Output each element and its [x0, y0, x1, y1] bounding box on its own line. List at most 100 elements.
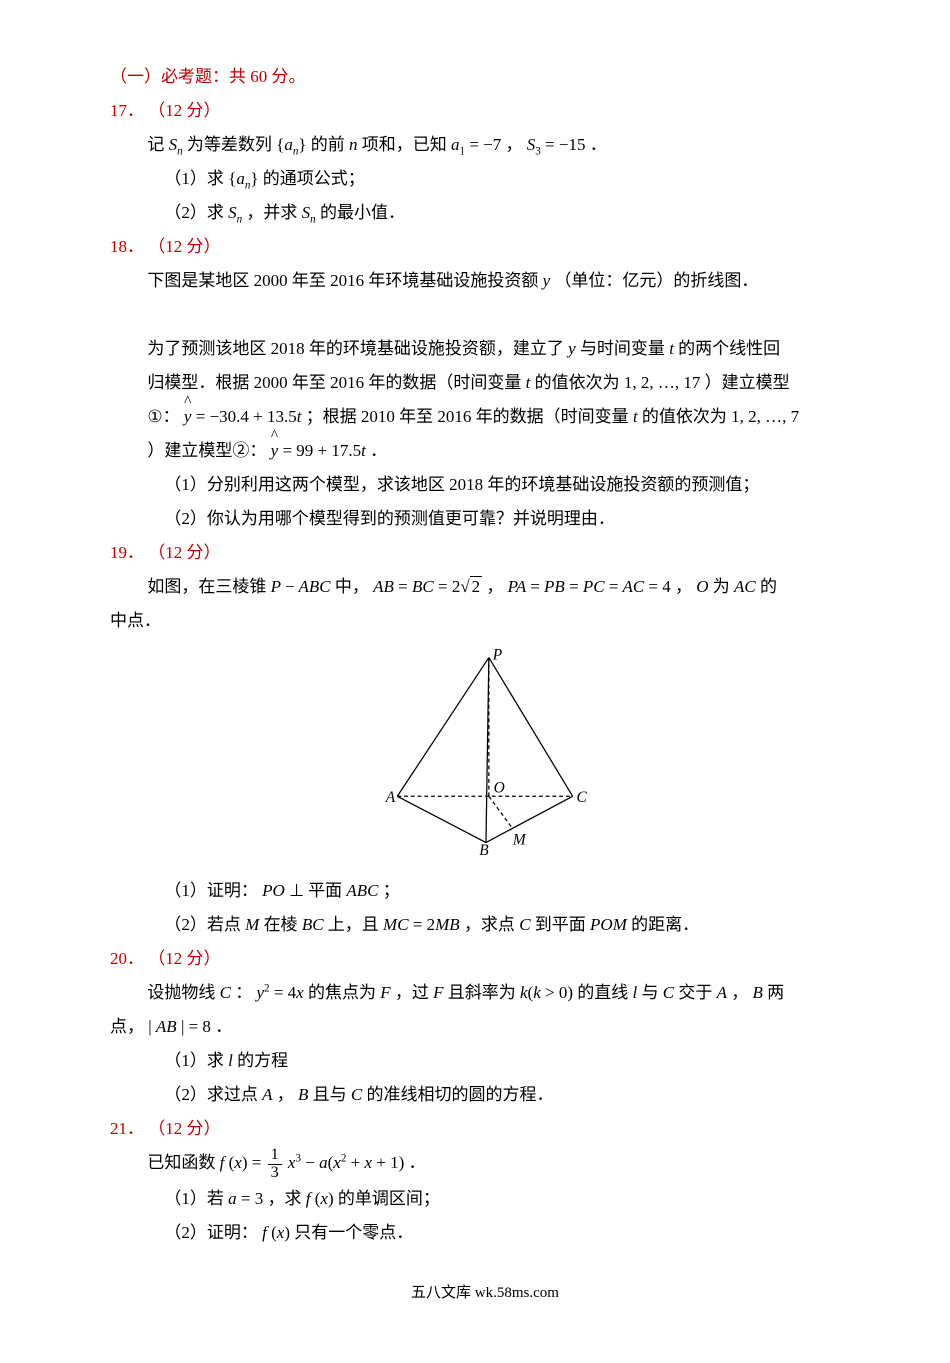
- q19-stem-line2: 中点．: [110, 604, 860, 638]
- q21-stem: 已知函数 f (x) = 1 3 x3 − a(x2 + x + 1) ．: [110, 1146, 860, 1182]
- t: ，求点: [464, 915, 519, 934]
- label: （1）求: [164, 169, 228, 188]
- tetrahedron-diagram: P A C B O M: [380, 646, 590, 856]
- q21-part1: （1）若 a = 3 ，求 f (x) 的单调区间；: [110, 1182, 860, 1216]
- t: ，: [277, 1085, 294, 1104]
- q17-points: （12 分）: [148, 101, 220, 120]
- seq-an: {an}: [276, 135, 306, 154]
- label-b: B: [479, 842, 489, 856]
- q18-stem1: 下图是某地区 2000 年至 2016 年环境基础设施投资额 y （单位：亿元）…: [110, 264, 860, 298]
- q18-num: 18．: [110, 237, 144, 256]
- q18-part1: （1）分别利用这两个模型，求该地区 2018 年的环境基础设施投资额的预测值；: [110, 468, 860, 502]
- q18-para-c: ①： y = −30.4 + 13.5t ；根据 2010 年至 2016 年的…: [110, 400, 860, 434]
- t: ，: [675, 577, 692, 596]
- t: 的值依次为: [642, 407, 727, 426]
- sn1: Sn: [228, 203, 242, 222]
- txt: 的前: [311, 135, 349, 154]
- edge-bc: [486, 796, 573, 842]
- t: 上，且: [328, 915, 383, 934]
- mid: ，并求: [246, 203, 301, 222]
- q19-heading: 19． （12 分）: [110, 536, 860, 570]
- c2: C: [663, 983, 674, 1002]
- a-pt: A: [717, 983, 727, 1002]
- q20-part2: （2）求过点 A ， B 且与 C 的准线相切的圆的方程．: [110, 1078, 860, 1112]
- t: 与时间变量: [580, 339, 669, 358]
- q19-points: （12 分）: [148, 543, 220, 562]
- t: 点，: [110, 1017, 144, 1036]
- t: ，求: [267, 1189, 305, 1208]
- b-pt: B: [752, 983, 762, 1002]
- t: ．: [215, 1017, 232, 1036]
- t: 的值依次为: [535, 373, 620, 392]
- q21-heading: 21． （12 分）: [110, 1112, 860, 1146]
- q19-part1: （1）证明： PO ⊥ 平面 ABC ；: [110, 874, 860, 908]
- txt: 为等差数列: [187, 135, 276, 154]
- bc: BC: [302, 915, 324, 934]
- q19-part2: （2）若点 M 在棱 BC 上，且 MC = 2MB ，求点 C 到平面 POM…: [110, 908, 860, 942]
- f: F: [380, 983, 390, 1002]
- section-heading: （一）必考题：共 60 分。: [110, 60, 860, 94]
- page-footer: 五八文库 wk.58ms.com: [110, 1278, 860, 1308]
- mc-eq: MC = 2MB: [383, 915, 460, 934]
- footer-text: 五八文库 wk.58ms.com: [411, 1285, 559, 1301]
- q21-part2: （2）证明： f (x) 只有一个零点．: [110, 1216, 860, 1250]
- t: （单位：亿元）的折线图．: [554, 271, 758, 290]
- t: 的方程: [237, 1051, 288, 1070]
- t: 如图，在三棱锥: [147, 577, 270, 596]
- y: y: [543, 271, 551, 290]
- t: 只有一个零点．: [294, 1223, 413, 1242]
- t-var: t: [669, 339, 674, 358]
- l: l: [633, 983, 638, 1002]
- t: ，: [731, 983, 748, 1002]
- c: C: [220, 983, 231, 1002]
- label-a: A: [385, 789, 396, 806]
- t: 的焦点为: [308, 983, 380, 1002]
- q20-num: 20．: [110, 949, 144, 968]
- txt: 记: [147, 135, 168, 154]
- q18-para-a: 为了预测该地区 2018 年的环境基础设施投资额，建立了 y 与时间变量 t 的…: [110, 332, 860, 366]
- edge-ab: [397, 796, 486, 842]
- two-root-two: 2√2: [452, 570, 482, 604]
- one-third: 1 3: [268, 1147, 282, 1182]
- ab-bc: AB = BC =: [373, 577, 452, 596]
- t: （1）证明：: [164, 881, 258, 900]
- q18-para-d: ）建立模型②： y = 99 + 17.5t ．: [110, 434, 860, 468]
- t: 设抛物线: [147, 983, 219, 1002]
- o: O: [696, 577, 708, 596]
- sn2: Sn: [302, 203, 316, 222]
- edge-pc: [489, 658, 573, 797]
- t-var: t: [526, 373, 531, 392]
- t: ；根据 2010 年至 2016 年的数据（时间变量: [306, 407, 633, 426]
- model2: y = 99 + 17.5t: [271, 441, 366, 460]
- t: 到平面: [535, 915, 590, 934]
- model1: y = −30.4 + 13.5t: [184, 407, 302, 426]
- n: n: [349, 135, 358, 154]
- label-c: C: [577, 789, 588, 806]
- q17-num: 17．: [110, 101, 144, 120]
- t: 与: [641, 983, 662, 1002]
- q20-stem-line2: 点， | AB | = 8 ．: [110, 1010, 860, 1044]
- fx: f (x): [262, 1223, 290, 1242]
- abc: ABC: [346, 881, 378, 900]
- t: （1）求: [164, 1051, 228, 1070]
- a-eq: a = 3: [228, 1189, 263, 1208]
- blank-line: [110, 298, 860, 332]
- t: 的准线相切的圆的方程．: [367, 1085, 554, 1104]
- q20-heading: 20． （12 分）: [110, 942, 860, 976]
- c-pt: C: [519, 915, 530, 934]
- b: B: [298, 1085, 308, 1104]
- txt: 项和，已知: [362, 135, 451, 154]
- tail: 的最小值．: [320, 203, 405, 222]
- t: 已知函数: [147, 1153, 219, 1172]
- t: 下图是某地区 2000 年至 2016 年环境基础设施投资额: [147, 271, 542, 290]
- parabola: y2 = 4x: [256, 983, 303, 1002]
- t: 且斜率为: [448, 983, 520, 1002]
- a: A: [262, 1085, 272, 1104]
- t: （2）求过点: [164, 1085, 262, 1104]
- k-expr: k(k > 0): [520, 983, 573, 1002]
- t: （2）证明：: [164, 1223, 258, 1242]
- minus: −: [305, 1153, 319, 1172]
- seq: 1, 2, …, 17: [624, 373, 701, 392]
- q18-points: （12 分）: [148, 237, 220, 256]
- comma: ，: [506, 135, 523, 154]
